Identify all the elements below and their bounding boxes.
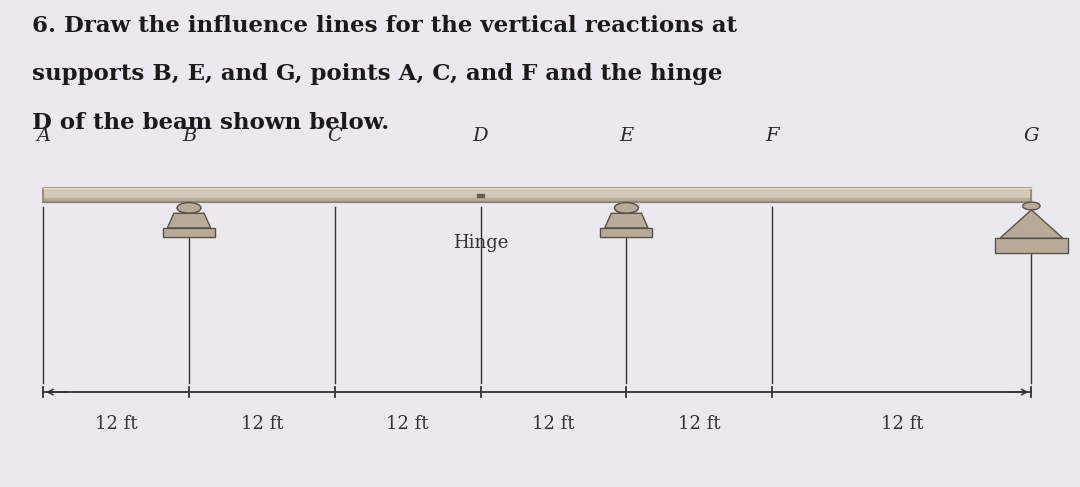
Text: G: G [1024, 128, 1039, 145]
Text: Hinge: Hinge [453, 235, 509, 252]
Text: A: A [36, 128, 51, 145]
Text: C: C [327, 128, 342, 145]
Bar [600, 228, 652, 237]
Bar [163, 228, 215, 237]
Text: supports B, E, and G, points A, C, and F and the hinge: supports B, E, and G, points A, C, and F… [32, 63, 723, 85]
Text: B: B [181, 128, 197, 145]
Text: F: F [766, 128, 779, 145]
Text: D: D [473, 128, 488, 145]
Text: 12 ft: 12 ft [532, 415, 575, 432]
Text: D of the beam shown below.: D of the beam shown below. [32, 112, 390, 134]
Bar [995, 238, 1068, 253]
Polygon shape [1000, 210, 1063, 238]
Bar [995, 238, 1068, 253]
Bar [163, 228, 215, 237]
Polygon shape [605, 213, 648, 228]
Bar [43, 188, 1031, 202]
Bar [43, 188, 1031, 198]
Circle shape [615, 203, 638, 213]
Bar [477, 194, 484, 197]
Text: 12 ft: 12 ft [880, 415, 923, 432]
Polygon shape [167, 213, 211, 228]
Bar [43, 198, 1031, 202]
Bar [600, 228, 652, 237]
Text: 6. Draw the influence lines for the vertical reactions at: 6. Draw the influence lines for the vert… [32, 15, 738, 37]
Text: E: E [619, 128, 634, 145]
Text: 12 ft: 12 ft [387, 415, 429, 432]
Text: 12 ft: 12 ft [678, 415, 720, 432]
Text: 12 ft: 12 ft [95, 415, 137, 432]
Text: 12 ft: 12 ft [241, 415, 283, 432]
Circle shape [1023, 202, 1040, 210]
Circle shape [177, 203, 201, 213]
